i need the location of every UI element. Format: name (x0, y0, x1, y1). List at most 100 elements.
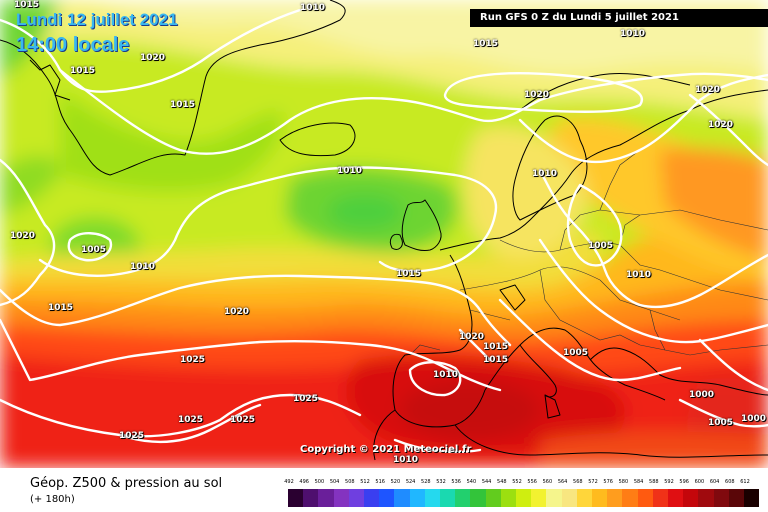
legend-tick-label: 564 (557, 479, 568, 485)
legend-swatch (652, 489, 668, 507)
isobar-label: 1000 (689, 390, 715, 400)
isobar-label: 1010 (300, 3, 326, 13)
legend-tick-label: 580 (618, 479, 629, 485)
isobar-label: 1010 (620, 29, 646, 39)
forecast-time: 14:00 locale (16, 34, 130, 56)
legend-tick-label: 544 (481, 479, 492, 485)
legend-swatch (516, 489, 532, 507)
isobar-label: 1015 (396, 269, 422, 279)
legend-swatch (531, 489, 547, 507)
legend-swatch (440, 489, 456, 507)
legend-swatch (592, 489, 608, 507)
isobar-label: 1015 (70, 66, 96, 76)
isobar-label: 1010 (532, 169, 558, 179)
legend-tick-label: 592 (664, 479, 674, 485)
legend-tick-label: 496 (299, 479, 309, 485)
legend-tick-label: 608 (725, 479, 735, 485)
legend-swatch (622, 489, 638, 507)
legend-swatch (561, 489, 577, 507)
legend-swatch (546, 489, 562, 507)
isobar-label: 1020 (10, 231, 36, 241)
isobar-label: 1005 (708, 418, 734, 428)
color-legend: 492 496 500 504 508 512 516 520 524 528 532 536 540 5… (284, 479, 760, 509)
isobar-label: 1015 (14, 0, 40, 10)
legend-tick-label: 576 (603, 479, 613, 485)
legend-tick-label: 604 (709, 479, 720, 485)
legend-swatch (455, 489, 471, 507)
isobar-label: 1015 (473, 39, 499, 49)
isobar-label: 1025 (119, 431, 145, 441)
legend-tick-label: 584 (633, 479, 644, 485)
legend-swatch (744, 489, 760, 507)
legend-swatch (364, 489, 380, 507)
country-borders (409, 149, 768, 356)
isobar-label: 1010 (337, 166, 363, 176)
forecast-date: Lundi 12 juillet 2021 (16, 10, 178, 29)
copyright-notice: Copyright © 2021 Meteociel.fr (300, 444, 472, 455)
legend-swatch (379, 489, 395, 507)
legend-tick-label: 536 (451, 479, 461, 485)
isobars (0, 8, 768, 454)
isobar-label: 1010 (433, 370, 459, 380)
run-info-banner: Run GFS 0 Z du Lundi 5 juillet 2021 (470, 9, 768, 27)
isobar-label: 1020 (695, 85, 721, 95)
legend-swatch (683, 489, 699, 507)
legend-swatch (409, 489, 425, 507)
isobar-label: 1025 (293, 394, 319, 404)
legend-tick-label: 552 (512, 479, 522, 485)
isobar-label: 1005 (588, 241, 614, 251)
legend-tick-label: 568 (573, 479, 583, 485)
legend-tick-label: 524 (405, 479, 416, 485)
isobar-label: 1005 (81, 245, 107, 255)
legend-tick-label: 548 (497, 479, 507, 485)
legend-tick-label: 596 (679, 479, 689, 485)
isobar-label: 1015 (48, 303, 74, 313)
legend-tick-label: 532 (436, 479, 446, 485)
legend-tick-label: 600 (694, 479, 705, 485)
isobar-label: 1020 (224, 307, 250, 317)
isobar-label: 1020 (708, 120, 734, 130)
legend-swatch (698, 489, 714, 507)
legend-tick-label: 504 (329, 479, 340, 485)
isobar-label: 1020 (524, 90, 550, 100)
isobar-label: 1015 (483, 342, 509, 352)
isobar-label: 1010 (626, 270, 652, 280)
legend-tick-label: 500 (314, 479, 325, 485)
isobar-label: 1025 (180, 355, 206, 365)
isobar-label: 1010 (130, 262, 156, 272)
legend-tick-label: 556 (527, 479, 537, 485)
legend-swatch (576, 489, 592, 507)
legend-tick-label: 528 (421, 479, 431, 485)
lead-time: (+ 180h) (30, 494, 75, 505)
legend-tick-label: 508 (345, 479, 355, 485)
legend-tick-label: 512 (360, 479, 370, 485)
weather-map (0, 0, 768, 468)
legend-swatch (607, 489, 623, 507)
geopotential-field (0, 0, 768, 468)
legend-swatch (637, 489, 653, 507)
isobar-label: 1015 (483, 355, 509, 365)
isobar-label: 1000 (741, 414, 767, 424)
legend-swatch (288, 489, 304, 507)
legend-tick-label: 516 (375, 479, 385, 485)
legend-tick-label: 572 (588, 479, 598, 485)
legend-swatch (500, 489, 516, 507)
legend-swatch (394, 489, 410, 507)
field-title: Géop. Z500 & pression au sol (30, 476, 223, 491)
legend-tick-label: 588 (649, 479, 659, 485)
isobar-label: 1025 (178, 415, 204, 425)
isobar-label: 1015 (170, 100, 196, 110)
legend-swatch (668, 489, 684, 507)
legend-tick-label: 560 (542, 479, 553, 485)
legend-tick-label: 520 (390, 479, 401, 485)
isobar-label: 1020 (140, 53, 166, 63)
legend-swatch (303, 489, 319, 507)
legend-swatch (424, 489, 440, 507)
isobar-label: 1010 (393, 455, 419, 465)
isobar-label: 1020 (459, 332, 485, 342)
legend-swatch (470, 489, 486, 507)
legend-tick-label: 612 (740, 479, 750, 485)
legend-tick-label: 540 (466, 479, 477, 485)
isobar-label: 1005 (563, 348, 589, 358)
